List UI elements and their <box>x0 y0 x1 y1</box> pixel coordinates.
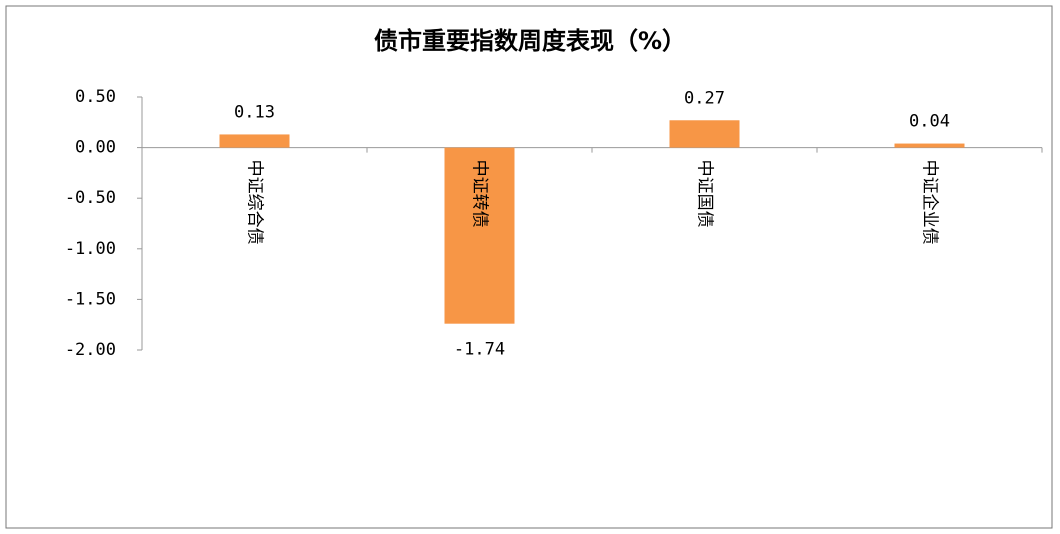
y-tick-label: 0.00 <box>75 138 116 158</box>
x-tick-label: 中证综合债 <box>245 160 265 245</box>
bar <box>894 143 965 148</box>
x-tick-label: 中证企业债 <box>920 160 940 245</box>
chart-title: 债市重要指数周度表现（%） <box>374 27 686 55</box>
x-tick-label: 中证转债 <box>470 160 490 228</box>
value-label: 0.27 <box>684 88 725 108</box>
y-tick-label: -2.00 <box>65 340 116 360</box>
value-label: 0.13 <box>234 102 275 122</box>
y-tick-label: 0.50 <box>75 87 116 107</box>
y-tick-label: -1.00 <box>65 239 116 259</box>
chart-border <box>5 5 1053 529</box>
y-tick-label: -0.50 <box>65 188 116 208</box>
bar <box>444 147 515 324</box>
y-tick-label: -1.50 <box>65 289 116 309</box>
value-label: 0.04 <box>909 112 950 132</box>
bar <box>669 120 740 148</box>
bar <box>219 134 290 148</box>
value-label: -1.74 <box>454 340 505 360</box>
x-tick-label: 中证国债 <box>695 160 715 228</box>
